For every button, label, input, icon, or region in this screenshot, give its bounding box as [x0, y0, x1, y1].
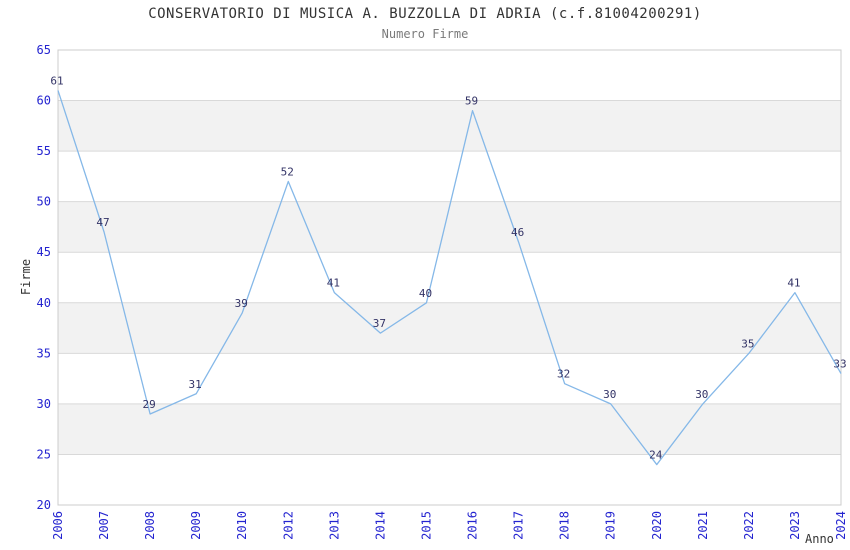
- x-tick-label: 2016: [466, 511, 480, 540]
- data-label: 59: [465, 95, 478, 108]
- plot-border: [57, 49, 842, 506]
- data-label: 29: [142, 398, 155, 411]
- x-tick-label: 2007: [97, 511, 111, 540]
- y-tick-label: 25: [37, 447, 51, 461]
- x-axis-title: Anno: [805, 532, 834, 546]
- y-tick-label: 55: [37, 144, 51, 158]
- y-tick-label: 65: [37, 43, 51, 57]
- y-tick-label: 40: [37, 296, 51, 310]
- grid-band: [58, 302, 841, 354]
- x-tick-label: 2022: [742, 511, 756, 540]
- y-tick-label: 45: [37, 245, 51, 259]
- series-line: [57, 90, 842, 466]
- x-tick-label: 2023: [788, 511, 802, 540]
- grid-band: [58, 403, 841, 455]
- chart-title: CONSERVATORIO DI MUSICA A. BUZZOLLA DI A…: [148, 6, 702, 22]
- y-tick-label: 60: [37, 94, 51, 108]
- data-label: 33: [833, 358, 846, 371]
- data-label: 47: [96, 216, 109, 229]
- x-tick-label: 2021: [696, 511, 710, 540]
- x-tick-label: 2008: [143, 511, 157, 540]
- x-tick-label: 2009: [189, 511, 203, 540]
- data-label: 46: [511, 226, 524, 239]
- grid-band: [58, 201, 841, 253]
- x-tick-label: 2019: [604, 511, 618, 540]
- data-label: 39: [235, 297, 248, 310]
- y-tick-label: 30: [37, 397, 51, 411]
- data-label: 61: [50, 74, 63, 87]
- x-tick-label: 2020: [650, 511, 664, 540]
- x-tick-label: 2017: [512, 511, 526, 540]
- x-tick-label: 2006: [51, 511, 65, 540]
- y-axis-title: Firme: [19, 259, 33, 295]
- grid-band: [58, 100, 841, 152]
- y-tick-label: 50: [37, 195, 51, 209]
- chart-subtitle: Numero Firme: [381, 27, 469, 41]
- data-label: 32: [557, 368, 570, 381]
- x-tick-label: 2013: [327, 511, 341, 540]
- x-tick-label: 2014: [373, 511, 387, 540]
- data-label: 41: [787, 277, 800, 290]
- x-tick-label: 2012: [281, 511, 295, 540]
- x-tick-label: 2010: [235, 511, 249, 540]
- data-label: 41: [327, 277, 340, 290]
- x-tick-label: 2018: [558, 511, 572, 540]
- data-label: 31: [189, 378, 202, 391]
- data-label: 24: [649, 449, 663, 462]
- y-tick-label: 20: [37, 498, 51, 512]
- y-tick-label: 35: [37, 346, 51, 360]
- data-label: 37: [373, 317, 386, 330]
- data-label: 30: [603, 388, 616, 401]
- data-label: 52: [281, 165, 294, 178]
- data-label: 30: [695, 388, 708, 401]
- data-label: 35: [741, 337, 754, 350]
- x-tick-label: 2024: [834, 511, 848, 540]
- data-label: 40: [419, 287, 432, 300]
- x-tick-label: 2015: [419, 511, 433, 540]
